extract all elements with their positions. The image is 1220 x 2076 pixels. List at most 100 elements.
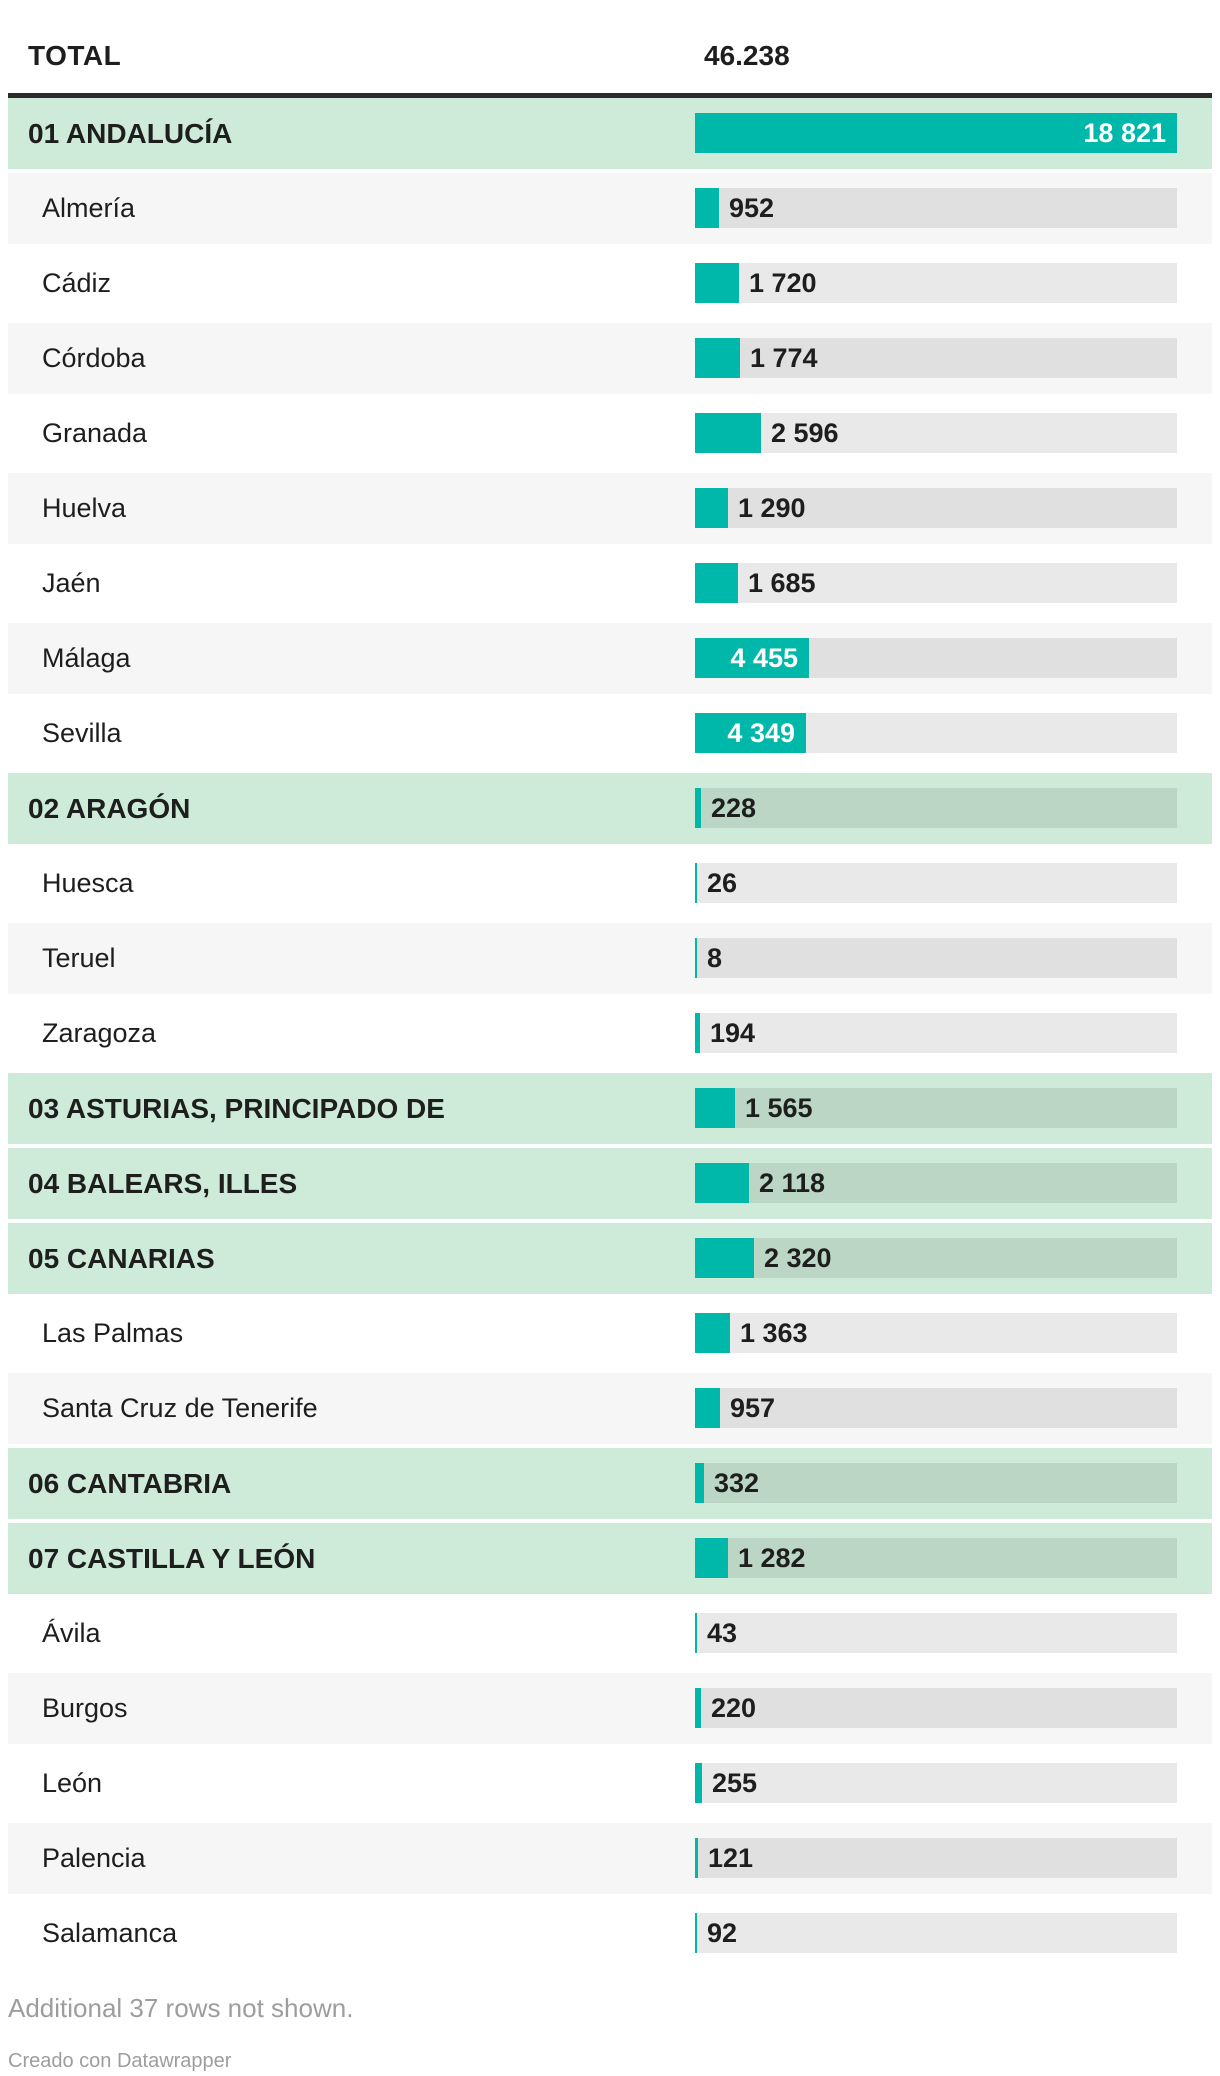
table-row: Huesca 26 [8, 848, 1212, 919]
table-row-region: 02 ARAGÓN 228 [8, 773, 1212, 844]
bar [695, 1238, 754, 1278]
bar-value-label: 332 [714, 1468, 760, 1498]
bar-track: 255 [695, 1763, 1177, 1803]
bar-value-label: 121 [708, 1843, 754, 1873]
bar-value-label: 4 455 [730, 643, 798, 673]
bar-track: 8 [695, 938, 1177, 978]
table-row-region: 05 CANARIAS 2 320 [8, 1223, 1212, 1294]
row-label: Palencia [42, 1843, 146, 1873]
bar-track: 4 455 [695, 638, 1177, 678]
table-row: Almería 952 [8, 173, 1212, 244]
bar-value-label: 194 [710, 1018, 756, 1048]
table-row: Zaragoza 194 [8, 998, 1212, 1069]
row-label: 05 CANARIAS [28, 1243, 215, 1274]
bar [695, 1688, 701, 1728]
bar [695, 263, 739, 303]
table-row: Córdoba 1 774 [8, 323, 1212, 394]
row-label: Teruel [42, 943, 116, 973]
row-label: Sevilla [42, 718, 122, 748]
row-label: 06 CANTABRIA [28, 1468, 232, 1499]
table-row: Málaga 4 455 [8, 623, 1212, 694]
bar-value-label: 8 [707, 943, 723, 973]
bar [695, 1613, 697, 1653]
row-label: Salamanca [42, 1918, 178, 1948]
chart-table: TOTAL 46.238 01 ANDALUCÍA 18 821 Almería… [8, 0, 1212, 1969]
bar [695, 1388, 720, 1428]
bar-value-label: 1 282 [738, 1543, 806, 1573]
bar-track: 1 685 [695, 563, 1177, 603]
total-label: TOTAL [28, 40, 122, 71]
bar-value-label: 220 [711, 1693, 757, 1723]
bar-track: 2 118 [695, 1163, 1177, 1203]
bar-track: 92 [695, 1913, 1177, 1953]
bar-track: 2 320 [695, 1238, 1177, 1278]
bar-value-label: 43 [707, 1618, 738, 1648]
bar-track: 1 363 [695, 1313, 1177, 1353]
bar-value-label: 1 685 [748, 568, 816, 598]
table-row-region: 04 BALEARS, ILLES 2 118 [8, 1148, 1212, 1219]
bar-track: 194 [695, 1013, 1177, 1053]
bar-value-label: 4 349 [727, 718, 795, 748]
datawrapper-credit: Creado con Datawrapper [8, 2050, 232, 2072]
row-label: Santa Cruz de Tenerife [42, 1393, 318, 1423]
bar-value-label: 18 821 [1083, 118, 1166, 148]
bar-track: 121 [695, 1838, 1177, 1878]
bar [695, 1538, 728, 1578]
bar [695, 338, 740, 378]
total-value: 46.238 [704, 40, 790, 71]
table-row-region: 07 CASTILLA Y LEÓN 1 282 [8, 1523, 1212, 1594]
bar-track: 43 [695, 1613, 1177, 1653]
row-label: Zaragoza [42, 1018, 157, 1048]
row-label: 04 BALEARS, ILLES [28, 1168, 298, 1199]
bar-track: 1 774 [695, 338, 1177, 378]
table-row: Ávila 43 [8, 1598, 1212, 1669]
table-row: Jaén 1 685 [8, 548, 1212, 619]
bar-track: 4 349 [695, 713, 1177, 753]
bar-value-label: 1 565 [745, 1093, 813, 1123]
bar [695, 188, 719, 228]
bar-value-label: 2 596 [771, 418, 839, 448]
bar [695, 413, 761, 453]
bar-value-label: 1 290 [738, 493, 806, 523]
bar [695, 1163, 749, 1203]
row-label: Granada [42, 418, 148, 448]
bar-value-label: 2 118 [759, 1168, 826, 1198]
bar-track: 220 [695, 1688, 1177, 1728]
bar-value-label: 1 363 [740, 1318, 808, 1348]
bar [695, 1763, 702, 1803]
table-row: Santa Cruz de Tenerife 957 [8, 1373, 1212, 1444]
row-label: Almería [42, 193, 136, 223]
row-label: León [42, 1768, 103, 1798]
bar-track: 18 821 [695, 113, 1177, 153]
bar [695, 1013, 700, 1053]
bar-value-label: 952 [729, 193, 775, 223]
bar-track: 1 720 [695, 263, 1177, 303]
bar [695, 1088, 735, 1128]
bar-value-label: 1 720 [749, 268, 817, 298]
table-row-region: 06 CANTABRIA 332 [8, 1448, 1212, 1519]
bar [695, 1313, 730, 1353]
bar-value-label: 92 [707, 1918, 738, 1948]
table-row: Huelva 1 290 [8, 473, 1212, 544]
row-label: Huesca [42, 868, 134, 898]
table-row: Granada 2 596 [8, 398, 1212, 469]
bar-value-label: 2 320 [764, 1243, 832, 1273]
row-label: Las Palmas [42, 1318, 184, 1348]
row-label: Jaén [42, 568, 101, 598]
bar [695, 938, 697, 978]
table-row: Burgos 220 [8, 1673, 1212, 1744]
bar-track: 2 596 [695, 413, 1177, 453]
table-row: Las Palmas 1 363 [8, 1298, 1212, 1369]
bar-track: 228 [695, 788, 1177, 828]
bar [695, 638, 809, 678]
bar [695, 788, 701, 828]
bar-track: 26 [695, 863, 1177, 903]
row-label: Huelva [42, 493, 127, 523]
table-header: TOTAL 46.238 [8, 0, 1212, 98]
rows-not-shown-note: Additional 37 rows not shown. [8, 1993, 354, 2023]
row-label: 02 ARAGÓN [28, 793, 191, 824]
row-label: Cádiz [42, 268, 112, 298]
row-label: Córdoba [42, 343, 146, 373]
bar-track: 332 [695, 1463, 1177, 1503]
row-label: Málaga [42, 643, 131, 673]
